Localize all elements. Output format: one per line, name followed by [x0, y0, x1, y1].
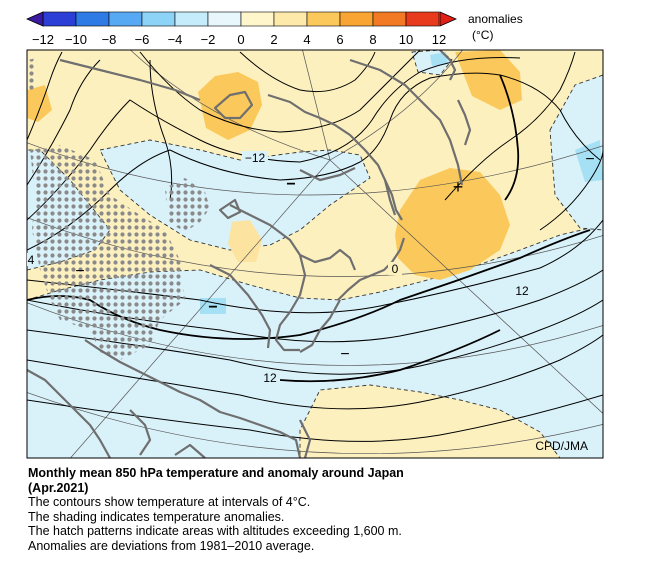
colorbar-left-arrow [26, 11, 44, 27]
caption-title: Monthly mean 850 hPa temperature and ano… [28, 466, 404, 480]
colorbar-tick-label: 6 [336, 32, 343, 47]
colorbar-tick-label: −2 [201, 32, 216, 47]
coastlines [27, 50, 472, 458]
cold-anomaly-region-manchuria [99, 139, 371, 251]
contour-label-twelve-east: 12 [515, 284, 529, 298]
colorbar-tick-label: 10 [399, 32, 413, 47]
thick-contour-north [499, 74, 520, 201]
warm-anomaly-region-north [198, 72, 262, 140]
map-caption: Monthly mean 850 hPa temperature and ano… [28, 466, 628, 553]
mongolia-hatch [165, 178, 210, 232]
contour-label-four-west: 4 [28, 253, 35, 267]
warm-anomaly-region-east [395, 168, 510, 280]
minus-symbol: − [340, 346, 349, 363]
north-hatch [28, 58, 36, 92]
warm-anomaly-region-northeast [455, 50, 522, 110]
colorbar-tick-label: 4 [303, 32, 310, 47]
thick-contour-twelve [279, 329, 501, 383]
caption-line: The shading indicates temperature anomal… [28, 509, 285, 524]
colorbar-tick-label: −4 [168, 32, 183, 47]
colorbar-tick-label: −8 [102, 32, 117, 47]
contour-label-minus12: −12 [245, 151, 266, 165]
caption-date: (Apr.2021) [28, 480, 89, 495]
colorbar-tick-label: 12 [432, 32, 446, 47]
strong-cold-anomaly [430, 52, 448, 66]
colorbar-units-label: anomalies [468, 12, 523, 26]
colorbar-right-arrow [439, 11, 457, 27]
minus-symbol: − [286, 176, 295, 193]
graticule [27, 50, 603, 458]
colorbar-tick-label: 2 [270, 32, 277, 47]
colorbar-segment [405, 11, 440, 27]
plus-symbol: + [453, 177, 464, 197]
colorbar-tick-label: 8 [369, 32, 376, 47]
colorbar-tick-label: −6 [135, 32, 150, 47]
colorbar-tick-label: 0 [237, 32, 244, 47]
warm-anomaly-region-northwest [27, 85, 52, 122]
colorbar-tick-label: −10 [65, 32, 87, 47]
strong-cold-anomaly [575, 140, 603, 182]
map-credit: CPD/JMA [535, 439, 588, 453]
contour-label-zero: 0 [392, 262, 399, 276]
minus-symbol: − [75, 263, 84, 280]
contour-label-twelve-south: 12 [263, 371, 277, 385]
caption-line: The contours show temperature at interva… [28, 495, 311, 509]
temperature-anomaly-map: −12 0 12 12 4 + − − − − − CPD/JMA [26, 49, 604, 459]
tibet-plateau-hatch [30, 145, 185, 360]
minus-symbol: − [585, 151, 594, 168]
caption-line: The hatch patterns indicate areas with a… [28, 524, 402, 538]
caption-line: Anomalies are deviations from 1981–2010 … [28, 538, 315, 553]
colorbar-tick-label: −12 [32, 32, 54, 47]
colorbar-units-sub: (°C) [472, 28, 494, 42]
minus-symbol: − [208, 299, 217, 316]
anomaly-colorbar: −12 −10 −8 −6 −4 −2 0 2 4 6 8 10 12 [26, 11, 457, 47]
warm-anomaly-region-korea [228, 220, 262, 262]
